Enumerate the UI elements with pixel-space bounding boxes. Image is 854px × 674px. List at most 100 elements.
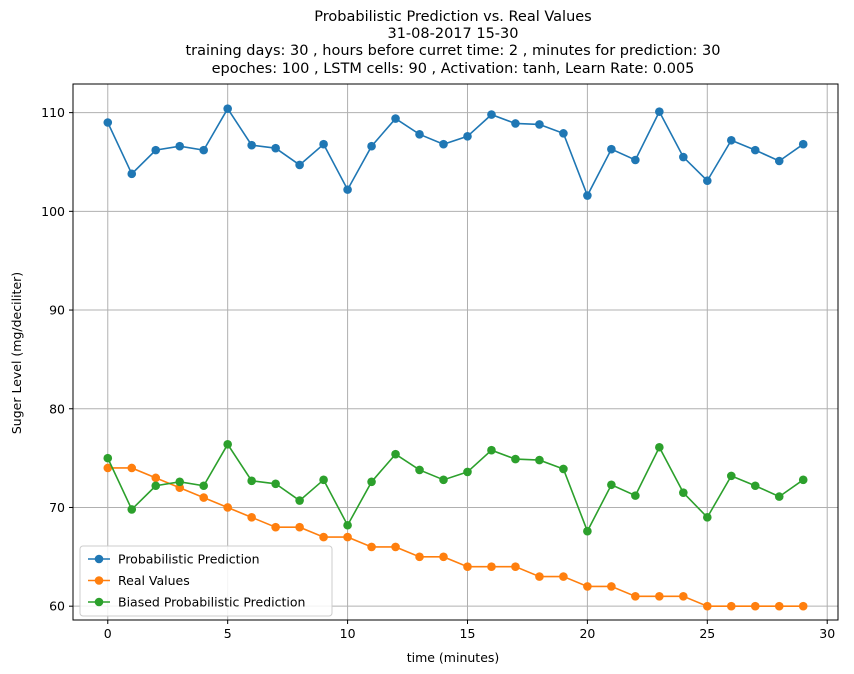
data-point: [774, 156, 784, 166]
data-point: [103, 453, 113, 463]
data-point: [583, 582, 592, 591]
data-point: [535, 455, 544, 465]
data-point: [703, 513, 712, 522]
x-tick-label: 30: [819, 626, 835, 641]
legend-label: Real Values: [118, 573, 190, 588]
data-point: [415, 130, 424, 139]
data-point: [463, 562, 472, 571]
data-point: [103, 118, 113, 127]
legend-marker: [94, 554, 104, 564]
data-point: [439, 475, 448, 485]
x-tick-label: 5: [224, 626, 232, 641]
data-point: [151, 473, 161, 483]
legend-marker: [94, 597, 104, 607]
data-point: [798, 601, 808, 611]
data-point: [343, 185, 352, 194]
plot-area-frame: [72, 83, 839, 621]
data-point: [798, 139, 808, 149]
legend-marker: [94, 576, 104, 585]
data-point: [655, 592, 664, 601]
data-point: [559, 464, 568, 474]
data-point: [439, 139, 448, 149]
legend-item: Real Values: [88, 573, 190, 588]
legend-item: Probabilistic Prediction: [88, 552, 260, 567]
x-tick-label: 10: [340, 626, 356, 641]
data-point: [774, 492, 784, 501]
y-tick-label: 80: [49, 401, 65, 416]
data-point: [271, 479, 280, 489]
title-line-4: epoches: 100 , LSTM cells: 90 , Activati…: [212, 61, 695, 77]
data-point: [271, 143, 280, 153]
data-point: [607, 480, 616, 490]
data-point: [726, 471, 736, 481]
data-point: [726, 135, 736, 145]
data-point: [559, 572, 568, 581]
data-point: [175, 483, 185, 493]
data-point: [726, 601, 736, 611]
data-point: [679, 152, 688, 162]
data-point: [151, 145, 161, 155]
data-point: [583, 191, 592, 200]
series-3: [103, 439, 808, 536]
data-point: [223, 503, 232, 512]
data-point: [391, 449, 400, 459]
data-point: [511, 454, 520, 464]
data-point: [487, 110, 496, 119]
data-point: [127, 463, 137, 473]
data-point: [511, 119, 520, 128]
chart-title: Probabilistic Prediction vs. Real Values…: [185, 9, 720, 77]
data-point: [127, 169, 137, 179]
data-point: [295, 522, 304, 532]
data-point: [439, 552, 448, 562]
data-point: [391, 542, 400, 552]
data-point: [750, 481, 760, 491]
series-line: [107, 107, 804, 198]
data-point: [391, 114, 400, 123]
data-point: [679, 592, 688, 601]
x-tick-label: 0: [104, 626, 112, 641]
data-point: [774, 601, 784, 611]
data-point: [295, 496, 304, 505]
data-point: [343, 520, 352, 530]
data-point: [679, 488, 688, 497]
data-point: [535, 572, 544, 581]
data-point: [798, 475, 808, 485]
data-point: [415, 465, 424, 475]
x-tick-label: 20: [579, 626, 595, 641]
data-point: [199, 145, 208, 155]
data-point: [199, 481, 208, 491]
data-point: [535, 120, 544, 129]
series-line: [107, 467, 804, 607]
data-point: [607, 582, 616, 591]
data-point: [415, 552, 424, 562]
data-point: [223, 439, 232, 449]
data-point: [750, 601, 760, 611]
data-point: [607, 144, 616, 154]
data-point: [175, 141, 185, 151]
axis-ticks: 0 5 10 15 20 25 30 60 70 80 90 100 110: [41, 105, 835, 641]
data-point: [223, 104, 232, 113]
data-point: [247, 513, 256, 522]
legend: Probabilistic Prediction Real Values Biase…: [79, 545, 333, 617]
data-point: [703, 601, 712, 611]
y-tick-label: 70: [49, 500, 65, 515]
y-tick-label: 100: [41, 204, 65, 219]
data-point: [631, 155, 640, 165]
series-layer: [103, 104, 808, 611]
data-point: [319, 532, 328, 542]
title-line-3: training days: 30 , hours before curret …: [185, 43, 720, 59]
data-point: [631, 592, 640, 601]
series-line: [107, 442, 804, 534]
data-point: [319, 475, 328, 485]
data-point: [703, 176, 712, 186]
data-point: [343, 532, 352, 542]
data-point: [463, 467, 472, 477]
data-point: [151, 481, 161, 491]
data-point: [127, 505, 137, 514]
data-point: [487, 562, 496, 571]
y-tick-label: 60: [49, 599, 65, 614]
data-point: [750, 145, 760, 155]
data-point: [367, 477, 376, 487]
y-tick-label: 90: [49, 303, 65, 318]
title-line-2: 31-08-2017 15-30: [387, 26, 518, 42]
